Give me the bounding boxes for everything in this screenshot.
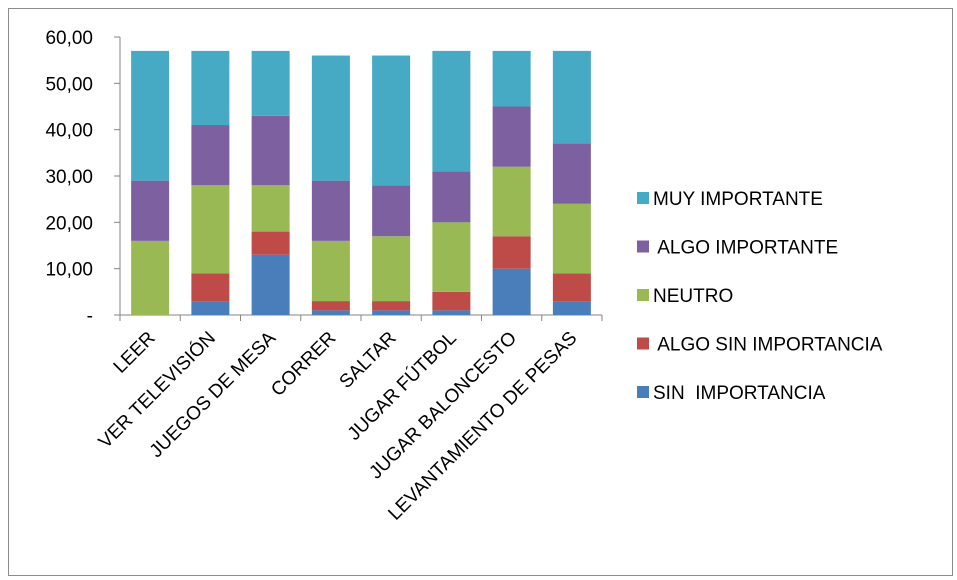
x-category-label: CORRER	[267, 328, 340, 401]
bar-segment	[552, 273, 591, 302]
x-category-label: JUGAR FÚTBOL	[343, 327, 461, 445]
bar-segment	[432, 310, 471, 315]
bar-segment	[311, 301, 350, 311]
bar-segment	[311, 55, 350, 181]
legend-swatch	[637, 240, 649, 253]
bar-segment	[372, 55, 411, 186]
legend-label: MUY IMPORTANTE	[653, 189, 823, 210]
legend-label: ALGO IMPORTANTE	[653, 238, 838, 259]
legend-label: ALGO SIN IMPORTANCIA	[653, 335, 883, 356]
bar-segment	[191, 273, 230, 302]
legend-label: NEUTRO	[653, 286, 733, 307]
bar-segment	[191, 301, 230, 315]
y-tick-label: 30,00	[45, 167, 93, 188]
bar-segment	[432, 291, 471, 311]
x-category-label: VER TELEVISIÓN	[94, 327, 220, 453]
legend-label: SIN IMPORTANCIA	[653, 383, 826, 404]
bar-segment	[191, 125, 230, 186]
y-tick-label: 60,00	[45, 28, 93, 49]
bar-segment	[552, 203, 591, 274]
bar-segment	[432, 222, 471, 292]
bar-segment	[552, 143, 591, 204]
bar-segment	[492, 166, 531, 237]
legend-swatch	[637, 386, 649, 398]
legend-swatch	[637, 337, 649, 350]
y-tick-label: 10,00	[45, 260, 93, 281]
bar-segment	[311, 240, 350, 302]
bar-segment	[372, 185, 411, 237]
y-tick-label: 40,00	[45, 121, 93, 142]
bar-segment	[131, 180, 170, 241]
bars	[131, 50, 591, 315]
bar-segment	[492, 268, 531, 315]
legend: MUY IMPORTANTE ALGO IMPORTANTE NEUTRO ALG…	[637, 189, 883, 404]
bar-segment	[251, 231, 290, 255]
bar-segment	[251, 185, 290, 232]
bar-segment	[311, 310, 350, 315]
y-axis: - 10,00 20,00 30,00 40,00 50,00 60,00	[45, 28, 121, 327]
bar-segment	[432, 50, 471, 172]
bar-segment	[251, 254, 290, 315]
bar-segment	[552, 301, 591, 315]
bar-segment	[552, 50, 591, 144]
legend-swatch	[637, 289, 649, 301]
legend-swatch	[637, 192, 649, 204]
bar-segment	[492, 236, 531, 269]
x-category-label: LEER	[110, 328, 160, 378]
bar-segment	[372, 310, 411, 315]
bar-segment	[131, 240, 170, 315]
bar-segment	[492, 106, 531, 167]
bar-segment	[131, 50, 170, 181]
bar-segment	[432, 171, 471, 223]
bar-segment	[372, 301, 411, 311]
bar-segment	[311, 180, 350, 241]
y-tick-label: 20,00	[45, 213, 93, 234]
bar-segment	[492, 50, 531, 107]
y-tick-label: 50,00	[45, 74, 93, 95]
bar-segment	[372, 236, 411, 302]
bar-segment	[251, 115, 290, 186]
bar-segment	[251, 50, 290, 116]
y-tick-label: -	[87, 306, 93, 327]
bar-segment	[191, 50, 230, 126]
bar-segment	[191, 185, 230, 274]
